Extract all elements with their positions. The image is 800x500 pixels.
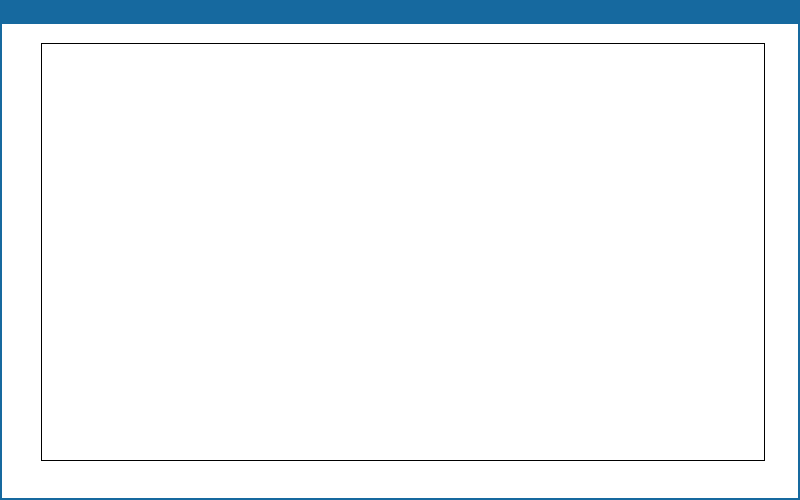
plot-svg: [42, 44, 764, 460]
chart-legend: [2, 26, 798, 42]
window-titlebar: [2, 2, 798, 24]
plot-area: [41, 43, 765, 461]
